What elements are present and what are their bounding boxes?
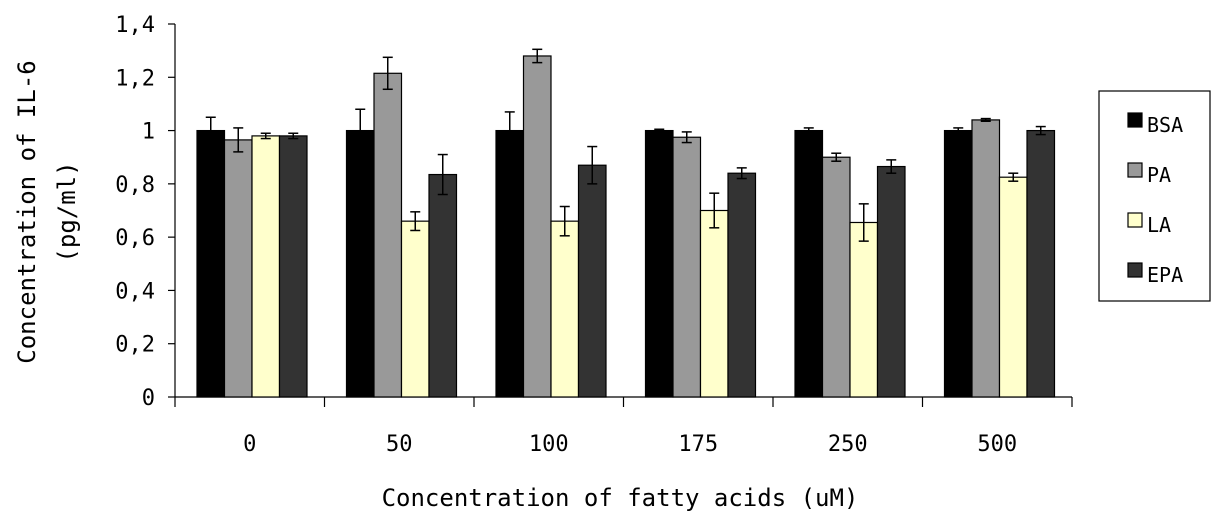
bar-la <box>550 220 580 398</box>
legend-swatch <box>1127 212 1143 228</box>
x-tick-label: 100 <box>529 432 569 457</box>
y-tick-label: 0,4 <box>115 279 155 304</box>
bar-epa <box>876 165 906 398</box>
legend-item-pa: PA <box>1127 162 1171 187</box>
error-bar <box>559 205 570 237</box>
error-bar <box>1008 172 1019 182</box>
x-tick-label: 0 <box>243 432 256 457</box>
y-tick-label: 1 <box>142 120 155 145</box>
legend-label: PA <box>1147 163 1171 187</box>
y-tick-label: 0,2 <box>115 333 155 358</box>
error-bar <box>886 159 897 174</box>
bar-pa <box>821 156 851 398</box>
bar-pa <box>672 136 702 398</box>
error-bar <box>288 132 299 140</box>
bar-bsa <box>644 129 674 398</box>
y-axis-title-line: (pg/ml) <box>53 161 81 262</box>
bar-pa <box>373 72 403 398</box>
error-bar <box>587 145 598 185</box>
error-bar <box>831 152 842 162</box>
bar-epa <box>428 173 458 398</box>
error-bar <box>437 153 448 196</box>
error-bar <box>736 167 747 180</box>
error-bar <box>233 127 244 153</box>
legend-box <box>1098 90 1211 302</box>
bar-epa <box>577 164 607 398</box>
bar-pa <box>971 119 1001 398</box>
bar-pa <box>522 55 552 398</box>
error-bar <box>260 132 271 140</box>
bar-epa <box>1026 129 1056 398</box>
error-bar <box>803 127 814 134</box>
bar-epa <box>727 172 757 398</box>
bar-la <box>849 221 879 398</box>
bar-la <box>998 176 1028 398</box>
legend: BSA PA LA EPA <box>1098 90 1211 302</box>
error-bar <box>382 56 393 91</box>
x-tick-label: 50 <box>386 432 413 457</box>
error-bar <box>980 117 991 122</box>
error-bar <box>205 116 216 145</box>
bar-bsa <box>943 129 973 398</box>
bar-la <box>699 209 729 398</box>
bar-pa <box>223 139 253 398</box>
error-bar <box>355 108 366 153</box>
error-bar <box>681 131 692 144</box>
x-axis-title: Concentration of fatty acids (uM) <box>382 484 859 512</box>
bar-bsa <box>794 129 824 398</box>
error-bar <box>410 211 421 232</box>
bar-la <box>251 135 281 398</box>
y-tick-label: 0 <box>142 386 155 411</box>
error-bar <box>504 111 515 150</box>
x-tick-label: 175 <box>678 432 718 457</box>
y-axis: 0 0,2 0,4 0,6 0,8 1 1,2 1,4 <box>115 13 176 411</box>
bar-bsa <box>196 129 226 398</box>
bar-bsa <box>495 129 525 398</box>
bar-epa <box>278 135 308 398</box>
y-tick-label: 0,6 <box>115 226 155 251</box>
error-bar <box>858 203 869 242</box>
y-axis-title: Concentration of IL-6 (pg/ml) <box>13 60 81 363</box>
error-bars <box>205 48 1046 242</box>
legend-swatch <box>1127 162 1143 178</box>
y-tick-label: 1,2 <box>115 66 155 91</box>
error-bar <box>654 128 665 133</box>
x-axis: 0 50 100 175 250 500 <box>174 396 1073 457</box>
error-bar <box>532 48 543 64</box>
error-bar <box>1035 125 1046 136</box>
legend-label: EPA <box>1147 263 1183 287</box>
legend-item-epa: EPA <box>1127 262 1183 287</box>
y-tick-label: 0,8 <box>115 173 155 198</box>
x-tick-label: 250 <box>828 432 868 457</box>
legend-swatch <box>1127 112 1143 128</box>
legend-item-la: LA <box>1127 212 1171 237</box>
bar-series <box>196 55 1056 398</box>
legend-label: LA <box>1147 213 1171 237</box>
legend-label: BSA <box>1147 113 1183 137</box>
legend-item-bsa: BSA <box>1127 112 1183 137</box>
y-axis-title-line: Concentration of IL-6 <box>13 60 41 363</box>
legend-swatch <box>1127 262 1143 278</box>
bar-bsa <box>345 129 375 398</box>
x-tick-label: 500 <box>977 432 1017 457</box>
y-tick-label: 1,4 <box>115 13 155 38</box>
error-bar <box>953 127 964 134</box>
error-bar <box>709 192 720 229</box>
bar-la <box>400 220 430 398</box>
